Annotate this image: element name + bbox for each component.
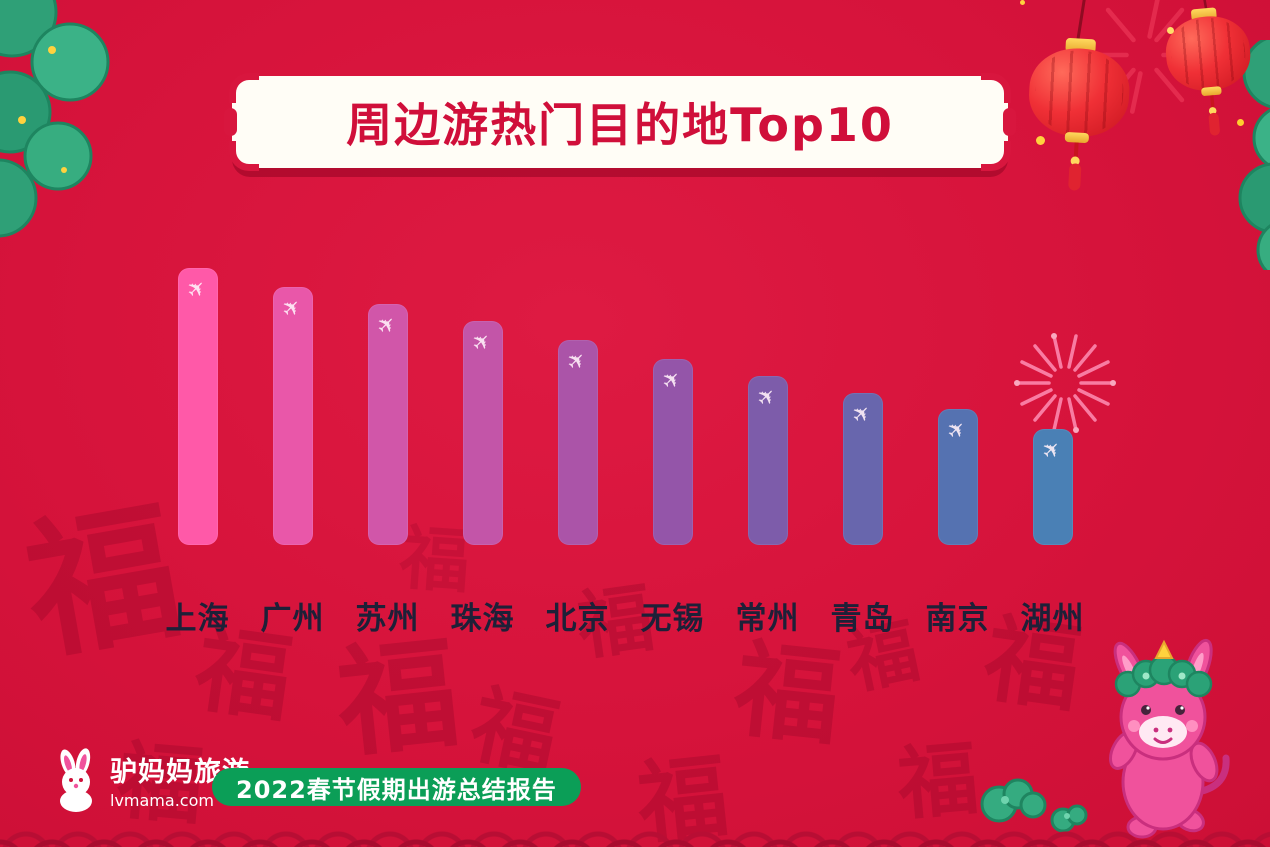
bar-column: ✈: [910, 268, 1005, 545]
plane-icon: ✈: [942, 415, 973, 446]
city-label: 苏州: [355, 601, 420, 637]
bar-column: ✈: [530, 268, 625, 545]
lantern-cap: [1064, 131, 1090, 144]
mascot-illustration: [1108, 638, 1230, 839]
plane-icon: ✈: [182, 274, 213, 305]
firework-icon: [1014, 333, 1116, 433]
plane-icon: ✈: [1037, 435, 1068, 466]
report-badge: 2022春节假期出游总结报告: [212, 768, 581, 806]
bar-column: ✈: [435, 268, 530, 545]
plane-icon: ✈: [467, 327, 498, 358]
banner-corner-accent: [981, 141, 1011, 171]
banner-side-tab: [1003, 108, 1016, 136]
bar-column: ✈: [340, 268, 435, 545]
lantern-ribs: [1168, 14, 1249, 93]
plane-icon: ✈: [847, 399, 878, 430]
destination-bar-10: ✈: [1032, 429, 1073, 545]
bar-column: ✈: [150, 268, 245, 545]
destination-bar-7: ✈: [747, 376, 788, 545]
rabbit-logo-icon: [60, 748, 92, 812]
banner-corner-accent: [981, 73, 1011, 103]
destination-bar-3: ✈: [367, 304, 408, 545]
fu-watermark: 福: [894, 731, 982, 832]
page-title: 周边游热门目的地Top10: [346, 98, 894, 152]
plane-icon: ✈: [752, 382, 783, 413]
destination-bar-4: ✈: [462, 321, 503, 545]
destination-bar-1: ✈: [177, 268, 218, 545]
city-label: 湖州: [1020, 601, 1085, 637]
bar-chart: ✈ ✈ ✈ ✈ ✈ ✈ ✈ ✈ ✈ ✈ 上海 广州 苏州 珠海 北京 无锡 常州 青岛 南京 湖州: [150, 268, 1100, 638]
city-label: 南京: [925, 601, 990, 637]
fu-watermark: 福: [728, 627, 847, 761]
pine-branch-icon: [1238, 40, 1270, 270]
destination-bar-2: ✈: [272, 287, 313, 545]
lantern-ribs: [1033, 48, 1126, 138]
lantern-fringe: [1208, 112, 1221, 136]
bar-column: ✈: [625, 268, 720, 545]
title-banner: 周边游热门目的地Top10: [224, 73, 1016, 171]
destination-bar-6: ✈: [652, 359, 693, 545]
banner-corner-accent: [229, 141, 259, 171]
city-label: 无锡: [640, 601, 705, 637]
logo-domain: lvmama.com: [110, 791, 214, 810]
city-label: 青岛: [830, 601, 895, 637]
destination-bar-5: ✈: [557, 340, 598, 545]
plane-icon: ✈: [372, 310, 403, 341]
bar-column: ✈: [815, 268, 910, 545]
destination-bar-8: ✈: [842, 393, 883, 545]
city-label: 常州: [735, 601, 800, 637]
pine-branch-icon: [0, 0, 110, 238]
plane-icon: ✈: [562, 346, 593, 377]
fu-watermark: 福: [632, 743, 734, 847]
city-label: 上海: [165, 601, 230, 637]
bar-column: ✈: [245, 268, 340, 545]
banner-corner-accent: [229, 73, 259, 103]
city-label: 北京: [545, 601, 610, 637]
banner-side-tab: [224, 108, 237, 136]
sparkle-dots: [1020, 0, 1025, 5]
destination-bar-9: ✈: [937, 409, 978, 545]
bars-row: ✈ ✈ ✈ ✈ ✈ ✈ ✈ ✈ ✈ ✈: [150, 268, 1100, 545]
plane-icon: ✈: [657, 365, 688, 396]
fu-watermark: 福: [331, 624, 465, 775]
city-label: 广州: [260, 601, 325, 637]
city-label: 珠海: [450, 601, 515, 637]
labels-row: 上海 广州 苏州 珠海 北京 无锡 常州 青岛 南京 湖州: [150, 593, 1100, 638]
bar-column: ✈: [1005, 268, 1100, 545]
bar-column: ✈: [720, 268, 815, 545]
plane-icon: ✈: [277, 293, 308, 324]
lantern-fringe: [1068, 163, 1082, 191]
